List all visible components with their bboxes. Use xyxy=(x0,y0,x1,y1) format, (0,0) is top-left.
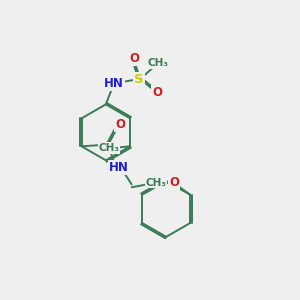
Text: O: O xyxy=(152,86,162,99)
Text: O: O xyxy=(169,176,179,189)
Text: S: S xyxy=(134,73,144,86)
Text: O: O xyxy=(130,52,140,65)
Text: CH₃: CH₃ xyxy=(98,143,119,153)
Text: HN: HN xyxy=(104,77,124,90)
Text: CH₃: CH₃ xyxy=(148,58,169,68)
Text: CH₃: CH₃ xyxy=(146,178,167,188)
Text: HN: HN xyxy=(109,161,129,174)
Text: O: O xyxy=(115,118,125,131)
